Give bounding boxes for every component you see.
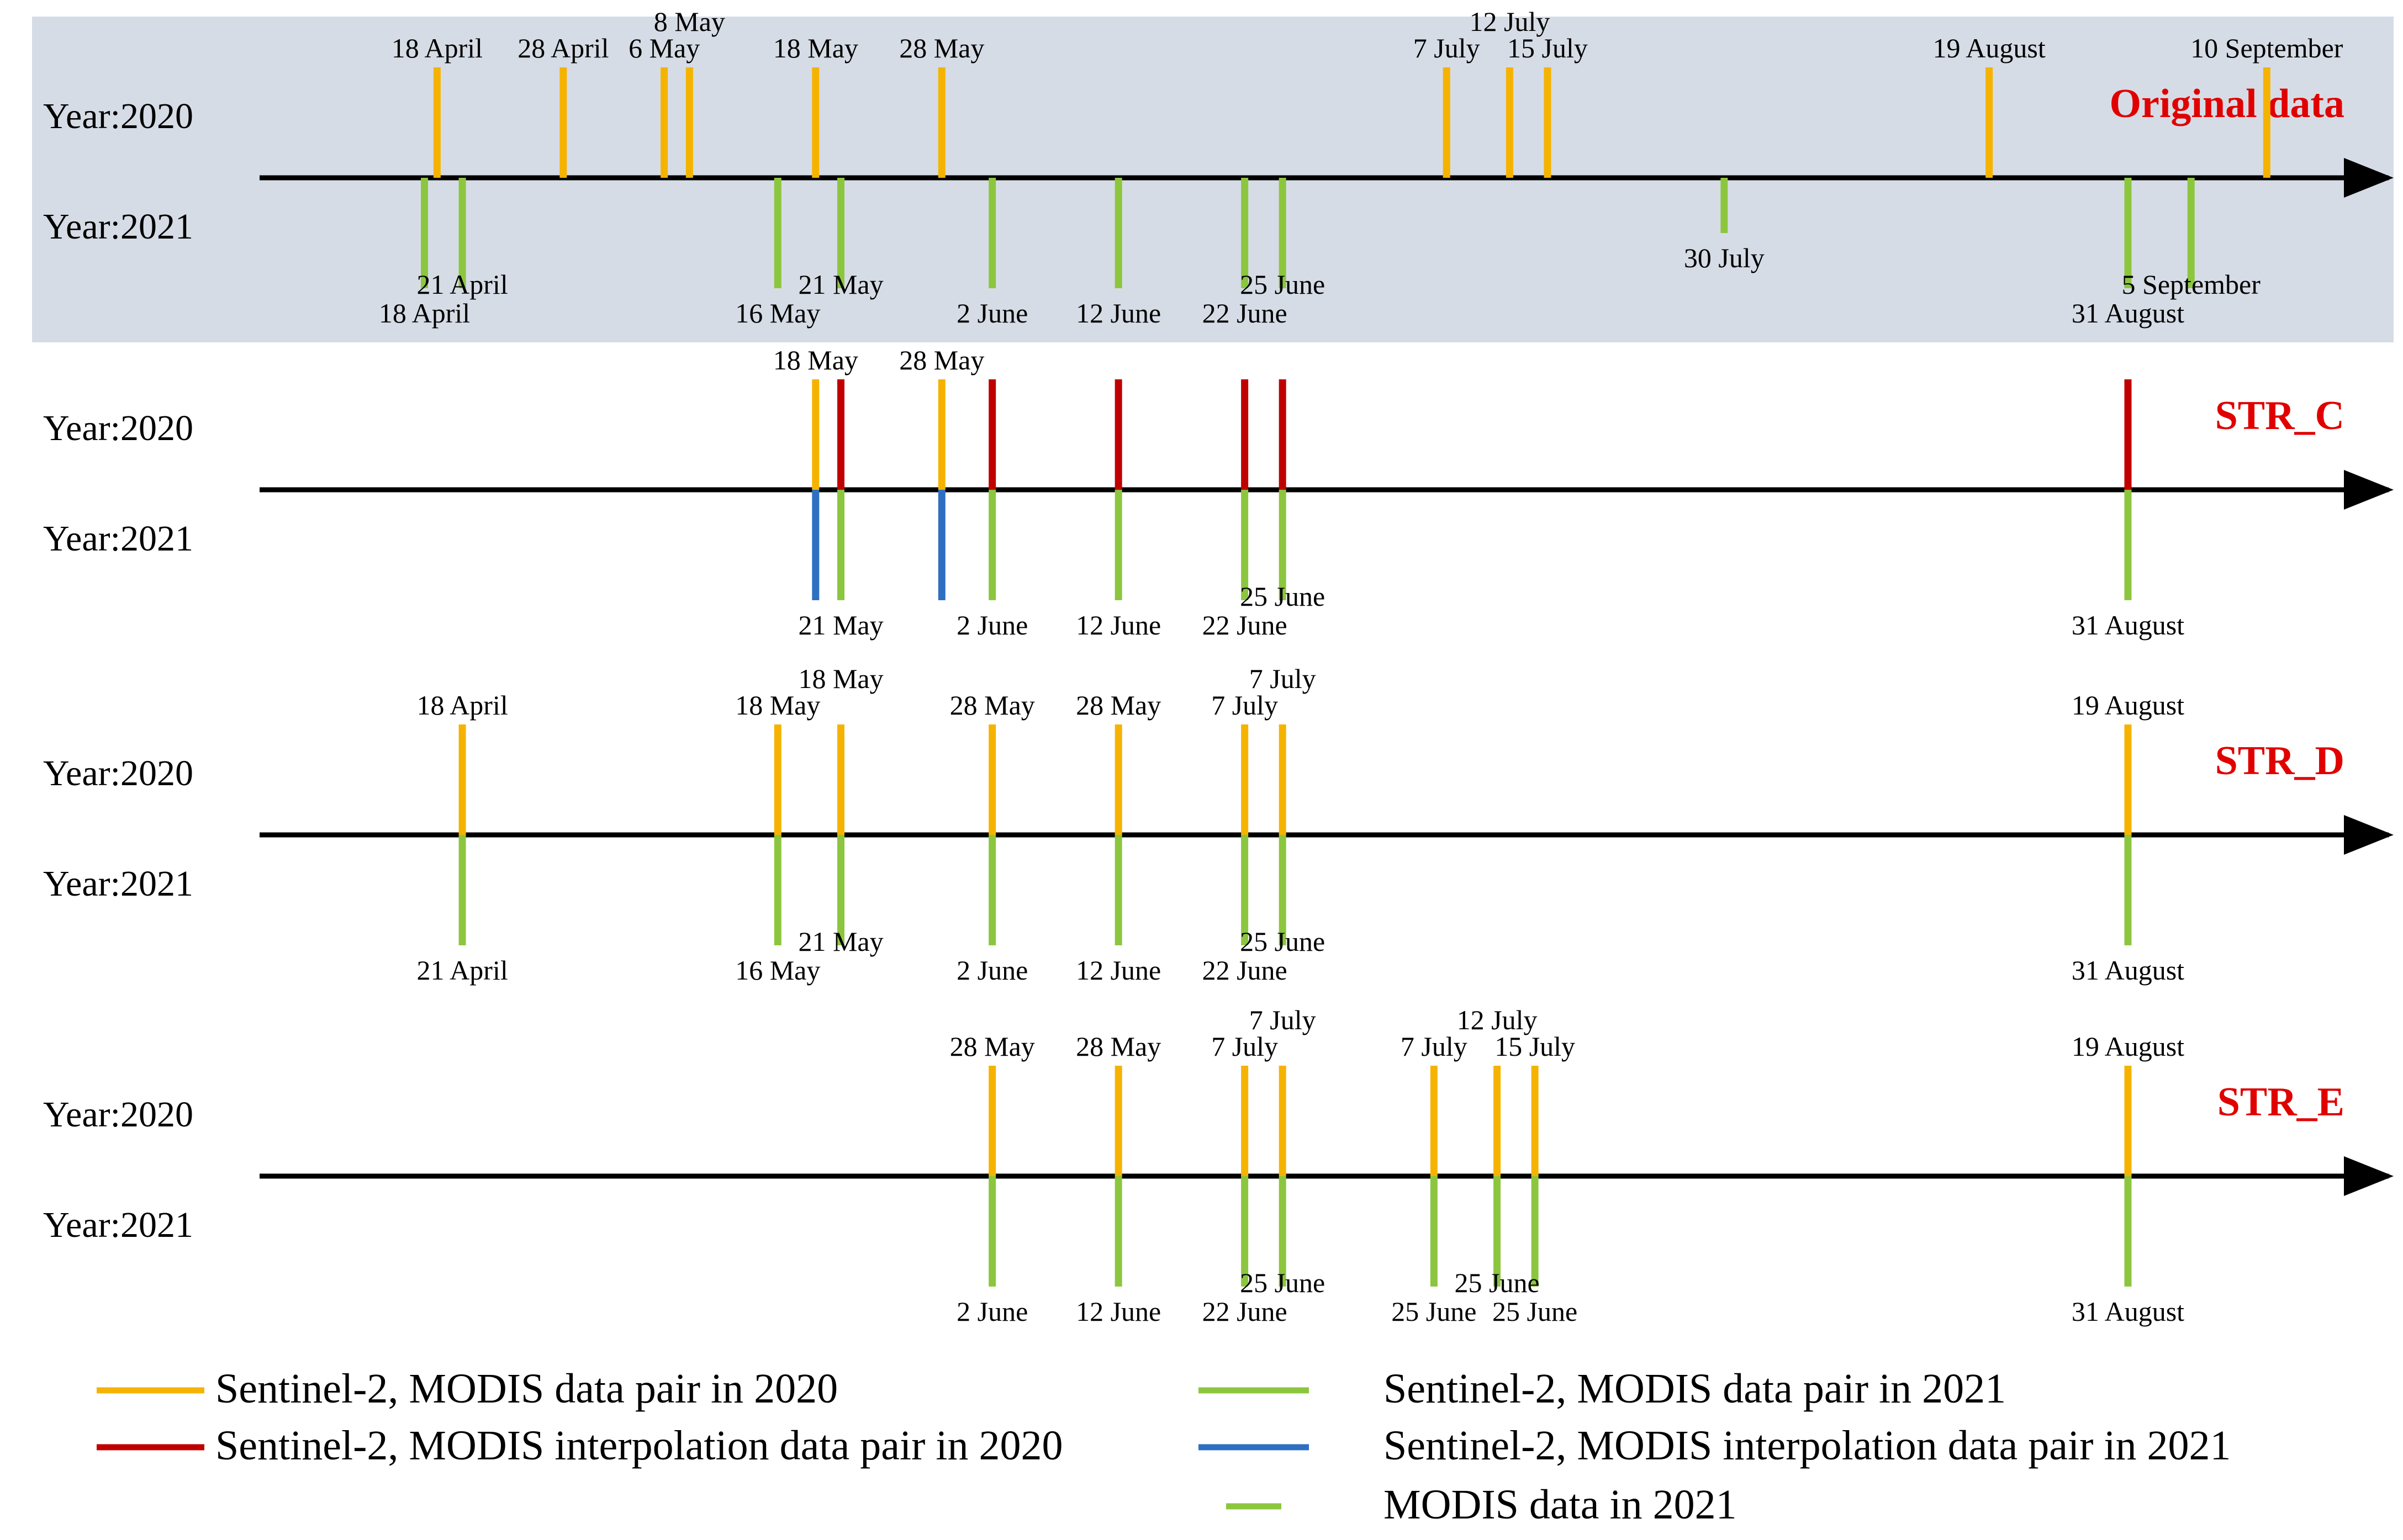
date-label-2021: 25 June — [1391, 1296, 1476, 1327]
date-label-2020: 7 July — [1413, 33, 1480, 63]
date-label-2021: 31 August — [2072, 1296, 2184, 1327]
date-label-2021: 2 June — [957, 1296, 1028, 1327]
panel-title: STR_C — [2215, 393, 2344, 438]
legend-label: Sentinel-2, MODIS data pair in 2021 — [1383, 1366, 2006, 1412]
date-label-2020: 15 July — [1494, 1031, 1575, 1062]
date-label-2020: 8 May — [654, 6, 725, 37]
date-label-2020: 28 May — [899, 33, 984, 63]
date-label-2020: 7 July — [1249, 1004, 1316, 1035]
panel-str_e: Year:2020 Year:2021 STR_E 28 May 28 May 7 Jul… — [43, 1004, 2394, 1327]
panel-title: Original data — [2109, 81, 2344, 126]
year-2021-label: Year:2021 — [43, 207, 193, 247]
date-label-2021: 30 July — [1684, 242, 1765, 273]
date-label-2020: 28 April — [517, 33, 609, 63]
date-label-2020: 28 May — [950, 690, 1035, 721]
legend-item-interp_2021: Sentinel-2, MODIS interpolation data pai… — [1198, 1422, 2231, 1469]
date-label-2020: 18 April — [392, 33, 483, 63]
date-label-2021: 25 June — [1240, 926, 1325, 957]
date-label-2020: 19 August — [2072, 1031, 2184, 1062]
panel-title: STR_D — [2215, 738, 2344, 784]
date-label-2021: 25 June — [1492, 1296, 1577, 1327]
legend-label: Sentinel-2, MODIS interpolation data pai… — [215, 1422, 1063, 1469]
year-2020-label: Year:2020 — [43, 408, 193, 448]
year-2021-label: Year:2021 — [43, 1205, 193, 1245]
legend: Sentinel-2, MODIS data pair in 2020 Senti… — [97, 1366, 2231, 1528]
date-label-2020: 18 May — [798, 663, 883, 694]
panel-str_d: Year:2020 Year:2021 STR_D 18 April 18 May18 … — [43, 663, 2394, 986]
date-label-2020: 28 May — [1076, 1031, 1161, 1062]
legend-item-pair_2020: Sentinel-2, MODIS data pair in 2020 — [97, 1366, 838, 1412]
date-label-2021: 16 May — [735, 298, 820, 329]
date-label-2021: 16 May — [735, 955, 820, 986]
date-label-2021: 2 June — [957, 298, 1028, 329]
date-label-2020: 19 August — [1933, 33, 2046, 63]
date-label-2020: 15 July — [1507, 33, 1588, 63]
legend-item-interp_2020: Sentinel-2, MODIS interpolation data pai… — [97, 1422, 1063, 1469]
panel-title: STR_E — [2217, 1079, 2344, 1125]
date-label-2021: 21 May — [798, 269, 883, 300]
date-label-2021: 2 June — [957, 610, 1028, 641]
date-label-2021: 21 May — [798, 610, 883, 641]
date-label-2020: 18 May — [773, 345, 858, 375]
date-label-2020: 18 May — [773, 33, 858, 63]
year-2020-label: Year:2020 — [43, 753, 193, 793]
legend-item-modis_2021: MODIS data in 2021 — [1226, 1481, 1737, 1528]
date-label-2020: 7 July — [1401, 1031, 1467, 1062]
date-label-2021: 31 August — [2072, 298, 2184, 329]
date-label-2020: 7 July — [1249, 663, 1316, 694]
date-label-2021: 31 August — [2072, 955, 2184, 986]
legend-label: Sentinel-2, MODIS data pair in 2020 — [215, 1366, 838, 1412]
date-label-2020: 19 August — [2072, 690, 2184, 721]
date-label-2021: 25 June — [1240, 581, 1325, 612]
date-label-2021: 18 April — [379, 298, 470, 329]
date-label-2021: 22 June — [1202, 298, 1287, 329]
date-label-2021: 12 June — [1076, 298, 1161, 329]
legend-label: Sentinel-2, MODIS interpolation data pai… — [1383, 1422, 2231, 1469]
date-label-2020: 18 May — [735, 690, 820, 721]
year-2021-label: Year:2021 — [43, 518, 193, 559]
date-label-2020: 7 July — [1211, 690, 1278, 721]
date-label-2020: 7 July — [1211, 1031, 1278, 1062]
date-label-2021: 25 June — [1240, 1267, 1325, 1298]
legend-label: MODIS data in 2021 — [1383, 1481, 1737, 1528]
date-label-2021: 22 June — [1202, 955, 1287, 986]
date-label-2021: 21 May — [798, 926, 883, 957]
panel-str_c: Year:2020 Year:2021 STR_C 18 May 28 May 21 Ma… — [43, 345, 2394, 641]
date-label-2020: 10 September — [2190, 33, 2343, 63]
date-label-2021: 25 June — [1455, 1267, 1540, 1298]
date-label-2020: 12 July — [1470, 6, 1550, 37]
date-label-2021: 25 June — [1240, 269, 1325, 300]
date-label-2021: 12 June — [1076, 955, 1161, 986]
date-label-2021: 31 August — [2072, 610, 2184, 641]
year-2020-label: Year:2020 — [43, 96, 193, 136]
date-label-2021: 21 April — [416, 955, 508, 986]
date-label-2021: 12 June — [1076, 1296, 1161, 1327]
date-label-2020: 28 May — [899, 345, 984, 375]
date-label-2020: 28 May — [950, 1031, 1035, 1062]
date-label-2021: 22 June — [1202, 610, 1287, 641]
date-label-2021: 5 September — [2122, 269, 2261, 300]
date-label-2021: 2 June — [957, 955, 1028, 986]
year-2020-label: Year:2020 — [43, 1094, 193, 1135]
date-label-2020: 12 July — [1457, 1004, 1538, 1035]
legend-item-pair_2021: Sentinel-2, MODIS data pair in 2021 — [1198, 1366, 2006, 1412]
date-label-2020: 28 May — [1076, 690, 1161, 721]
year-2021-label: Year:2021 — [43, 864, 193, 904]
date-label-2020: 6 May — [629, 33, 700, 63]
date-label-2020: 18 April — [416, 690, 508, 721]
date-label-2021: 12 June — [1076, 610, 1161, 641]
date-label-2021: 21 April — [416, 269, 508, 300]
date-label-2021: 22 June — [1202, 1296, 1287, 1327]
